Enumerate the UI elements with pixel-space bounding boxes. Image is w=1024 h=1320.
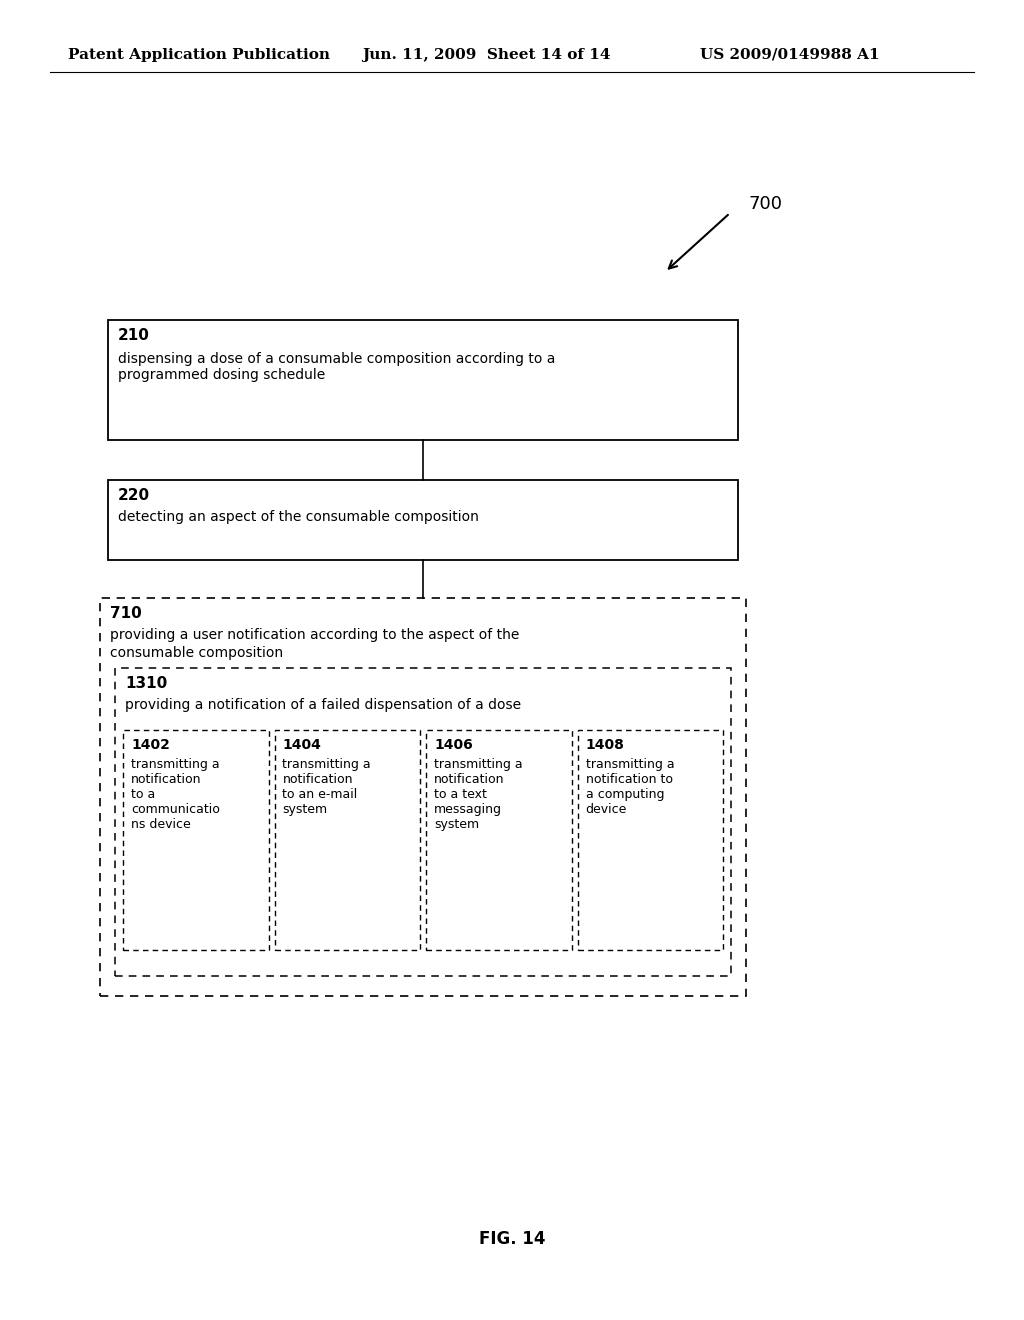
Text: detecting an aspect of the consumable composition: detecting an aspect of the consumable co… (118, 510, 479, 524)
Bar (426, 730, 571, 950)
Text: 1408: 1408 (586, 738, 625, 752)
Bar (274, 730, 420, 950)
Text: transmitting a
notification
to a
communicatio
ns device: transmitting a notification to a communi… (131, 758, 220, 832)
Text: Jun. 11, 2009  Sheet 14 of 14: Jun. 11, 2009 Sheet 14 of 14 (362, 48, 610, 62)
Text: 700: 700 (748, 195, 782, 213)
Text: consumable composition: consumable composition (110, 645, 283, 660)
Bar (578, 730, 723, 950)
Text: transmitting a
notification to
a computing
device: transmitting a notification to a computi… (586, 758, 674, 816)
Text: Patent Application Publication: Patent Application Publication (68, 48, 330, 62)
Text: 1402: 1402 (131, 738, 170, 752)
Bar (108, 480, 738, 560)
Text: 210: 210 (118, 327, 150, 343)
Text: providing a user notification according to the aspect of the: providing a user notification according … (110, 628, 519, 642)
Text: 1310: 1310 (125, 676, 167, 690)
Text: 220: 220 (118, 488, 151, 503)
Text: 1406: 1406 (434, 738, 473, 752)
Text: US 2009/0149988 A1: US 2009/0149988 A1 (700, 48, 880, 62)
Text: FIG. 14: FIG. 14 (479, 1230, 545, 1247)
Text: transmitting a
notification
to an e-mail
system: transmitting a notification to an e-mail… (283, 758, 371, 816)
Text: providing a notification of a failed dispensation of a dose: providing a notification of a failed dis… (125, 698, 521, 711)
Text: dispensing a dose of a consumable composition according to a
programmed dosing s: dispensing a dose of a consumable compos… (118, 352, 555, 383)
Text: transmitting a
notification
to a text
messaging
system: transmitting a notification to a text me… (434, 758, 522, 832)
Bar (123, 730, 268, 950)
Bar (100, 598, 746, 997)
Text: 1404: 1404 (283, 738, 322, 752)
Bar (108, 319, 738, 440)
Text: 710: 710 (110, 606, 141, 620)
Bar (115, 668, 731, 975)
